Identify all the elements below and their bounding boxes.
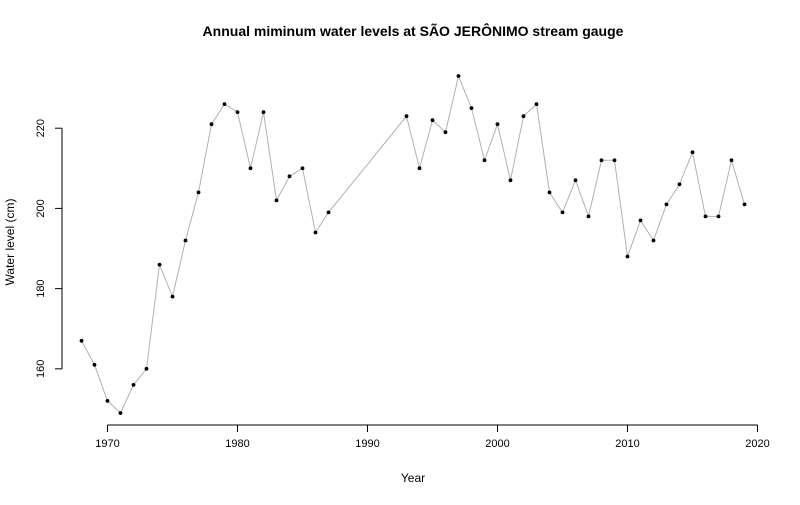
y-tick-label: 200 xyxy=(35,199,47,217)
x-tick-label: 1990 xyxy=(355,438,379,450)
chart-title: Annual miminum water levels at SÃO JERÔN… xyxy=(203,22,624,39)
x-tick-label: 1980 xyxy=(225,438,249,450)
data-point xyxy=(703,214,708,219)
data-point xyxy=(716,214,721,219)
data-point xyxy=(430,118,435,123)
x-tick-label: 2010 xyxy=(615,438,639,450)
series-line xyxy=(81,74,745,414)
data-point xyxy=(170,294,175,299)
x-axis-label: Year xyxy=(401,471,425,485)
data-point xyxy=(482,158,487,163)
x-axis: 1970 1980 1990 2000 2010 2020 xyxy=(95,424,770,450)
data-point xyxy=(287,174,292,179)
data-point xyxy=(144,366,149,371)
series-points-group xyxy=(79,74,747,415)
x-tick-label: 2020 xyxy=(745,438,769,450)
data-point xyxy=(742,202,747,207)
data-point xyxy=(625,254,630,259)
y-tick-label: 160 xyxy=(35,360,47,378)
data-point xyxy=(677,182,682,187)
y-tick-label: 220 xyxy=(35,119,47,137)
data-point xyxy=(612,158,617,163)
data-point xyxy=(79,338,84,343)
data-point xyxy=(300,166,305,171)
data-point xyxy=(131,383,136,387)
y-tick-label: 180 xyxy=(35,279,47,297)
data-point xyxy=(495,122,500,127)
data-point xyxy=(313,230,318,235)
data-point xyxy=(651,238,656,243)
series-line-group xyxy=(81,74,745,414)
data-point xyxy=(560,210,565,215)
data-point xyxy=(547,190,552,195)
data-point xyxy=(235,110,240,114)
data-point xyxy=(248,166,253,171)
data-point xyxy=(404,114,409,119)
data-point xyxy=(105,399,110,403)
data-point xyxy=(534,102,539,106)
data-point xyxy=(157,262,162,267)
x-tick-label: 1970 xyxy=(95,438,119,450)
data-point xyxy=(664,202,669,207)
data-point xyxy=(508,178,513,183)
data-point xyxy=(92,362,97,367)
data-point xyxy=(196,190,201,195)
y-axis: 160 180 200 220 xyxy=(35,119,63,378)
data-point xyxy=(456,74,461,78)
data-point xyxy=(261,110,266,114)
data-point xyxy=(690,150,695,155)
data-point xyxy=(118,411,123,415)
data-point xyxy=(521,114,526,119)
data-point xyxy=(222,102,227,106)
data-point xyxy=(274,198,279,203)
data-point xyxy=(638,218,643,223)
y-axis-label: Water level (cm) xyxy=(3,199,17,286)
data-point xyxy=(417,166,422,171)
data-point xyxy=(599,158,604,163)
data-point xyxy=(326,210,331,215)
data-point xyxy=(729,158,734,163)
data-point xyxy=(209,122,214,127)
data-point xyxy=(586,214,591,219)
data-point xyxy=(443,130,448,135)
data-point xyxy=(183,238,188,243)
data-point xyxy=(573,178,578,183)
data-point xyxy=(469,106,474,110)
x-tick-label: 2000 xyxy=(485,438,509,450)
